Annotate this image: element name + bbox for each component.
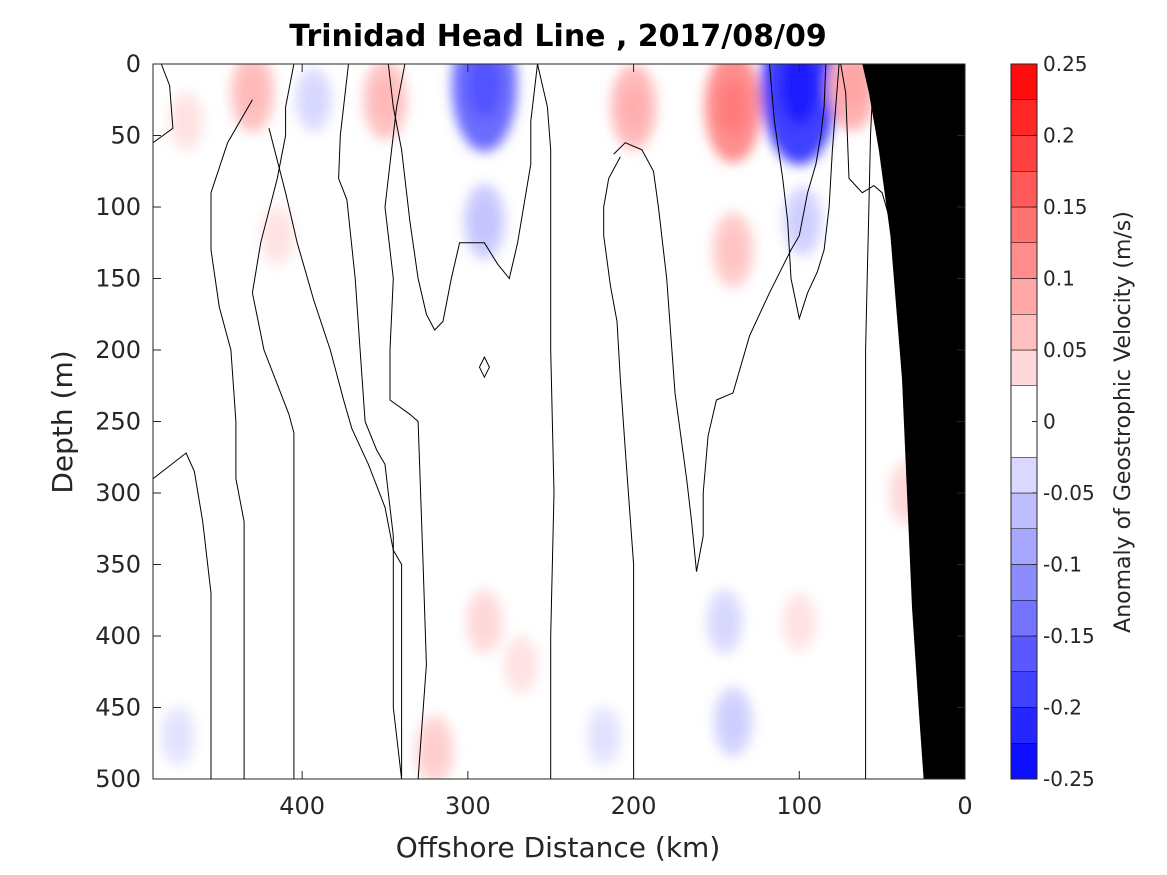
x-tick-label-400: 400 xyxy=(279,792,325,820)
bathymetry-shelf xyxy=(862,64,965,779)
zero-contour-line-7 xyxy=(387,64,538,331)
anomaly-core-inner-15 xyxy=(475,605,494,638)
x-tick-label-0: 0 xyxy=(957,792,972,820)
colorbar: 0.25 0.2 0.15 0.1 0.05 0 -0.05 -0.1 -0.15 -0.2 -0.… xyxy=(1010,52,1095,791)
anomaly-core-inner-5 xyxy=(468,64,501,119)
colorbar-band-17 xyxy=(1010,99,1038,136)
colorbar-band-1 xyxy=(1010,707,1038,744)
colorbar-band-15 xyxy=(1010,171,1038,208)
y-tick-label-0: 0 xyxy=(126,50,141,78)
colorbar-band-12 xyxy=(1010,278,1038,315)
colorbar-band-5 xyxy=(1010,564,1038,601)
y-axis-ticks: 0 50 100 150 200 250 300 350 400 450 500 xyxy=(95,50,965,793)
x-axis-label: Offshore Distance (km) xyxy=(396,831,721,864)
anomaly-core-inner-11 xyxy=(792,203,813,239)
x-tick-label-200: 200 xyxy=(611,792,657,820)
anomaly-core-inner-6 xyxy=(474,202,495,241)
anomaly-core-inner-17 xyxy=(512,649,530,680)
colorbar-band-6 xyxy=(1010,528,1038,565)
x-axis-ticks: 400 300 200 100 0 xyxy=(279,64,973,820)
y-tick-label-350: 350 xyxy=(95,551,141,579)
colorbar-band-16 xyxy=(1010,135,1038,172)
anomaly-core-inner-0 xyxy=(177,106,195,137)
colorbar-tick-label-4: 0.05 xyxy=(1043,338,1088,362)
zero-contour-line-13 xyxy=(865,64,875,779)
zero-contour-line-9 xyxy=(603,156,635,779)
anomaly-core-inner-20 xyxy=(723,704,743,740)
colorbar-band-18 xyxy=(1010,63,1038,100)
y-axis-label: Depth (m) xyxy=(46,350,79,493)
x-tick-label-100: 100 xyxy=(776,792,822,820)
y-tick-label-50: 50 xyxy=(110,122,141,150)
colorbar-ticks: 0.25 0.2 0.15 0.1 0.05 0 -0.05 -0.1 -0.15 -0.2 -0.… xyxy=(1032,52,1095,791)
colorbar-band-14 xyxy=(1010,206,1038,243)
colorbar-tick-label-0: 0.25 xyxy=(1043,52,1088,76)
colorbar-band-11 xyxy=(1010,314,1038,351)
colorbar-tick-label-8: -0.15 xyxy=(1043,624,1095,648)
anomaly-core-inner-10 xyxy=(780,64,819,126)
anomaly-core-inner-19 xyxy=(715,605,734,638)
colorbar-bands xyxy=(1010,63,1038,780)
zero-contour-line-1 xyxy=(210,99,253,779)
y-tick-label-200: 200 xyxy=(95,336,141,364)
zero-contour-line-5 xyxy=(338,64,403,779)
colorbar-band-4 xyxy=(1010,600,1038,637)
colorbar-label: Anomaly of Geostrophic Velocity (m/s) xyxy=(1111,211,1136,633)
colorbar-band-0 xyxy=(1010,743,1038,780)
zero-contour-line-0 xyxy=(153,64,174,144)
colorbar-tick-label-7: -0.1 xyxy=(1043,553,1082,577)
anomaly-core-inner-8 xyxy=(718,79,748,135)
colorbar-tick-label-9: -0.2 xyxy=(1043,696,1082,720)
colorbar-band-2 xyxy=(1010,671,1038,708)
colorbar-tick-label-5: 0 xyxy=(1043,410,1056,434)
anomaly-core-inner-9 xyxy=(722,231,744,269)
colorbar-tick-label-10: -0.25 xyxy=(1043,767,1095,791)
zero-contour-line-4 xyxy=(251,64,295,779)
colorbar-band-7 xyxy=(1010,492,1038,529)
colorbar-band-10 xyxy=(1010,349,1038,386)
anomaly-core-inner-7 xyxy=(622,85,645,129)
colorbar-tick-label-3: 0.1 xyxy=(1043,267,1075,291)
zero-contour-line-10 xyxy=(613,64,827,572)
anomaly-core-inner-1 xyxy=(241,72,264,113)
y-tick-label-400: 400 xyxy=(95,622,141,650)
colorbar-tick-label-6: -0.05 xyxy=(1043,481,1095,505)
colorbar-band-3 xyxy=(1010,635,1038,672)
colorbar-tick-label-2: 0.15 xyxy=(1043,195,1088,219)
colorbar-tick-label-1: 0.2 xyxy=(1043,124,1075,148)
zero-contour-line-6 xyxy=(384,64,427,779)
zero-contour-line-11 xyxy=(769,64,840,321)
colorbar-band-8 xyxy=(1010,457,1038,494)
plot-background xyxy=(153,64,965,779)
anomaly-core-inner-3 xyxy=(268,220,286,251)
anomaly-core-inner-21 xyxy=(790,606,808,637)
zero-contour-line-3 xyxy=(153,452,212,779)
anomaly-core-inner-16 xyxy=(424,732,445,768)
y-tick-label-300: 300 xyxy=(95,479,141,507)
zero-contour-island xyxy=(478,356,490,379)
y-tick-label-150: 150 xyxy=(95,265,141,293)
zero-contour-line-8 xyxy=(537,64,555,779)
anomaly-core-inner-18 xyxy=(595,721,613,751)
chart-title: Trinidad Head Line , 2017/08/09 xyxy=(289,19,826,54)
y-tick-label-250: 250 xyxy=(95,408,141,436)
anomaly-core-inner-4 xyxy=(374,79,396,120)
anomaly-core-inner-23 xyxy=(169,721,187,751)
plot-area xyxy=(153,64,965,779)
y-tick-label-500: 500 xyxy=(95,765,141,793)
x-tick-label-300: 300 xyxy=(445,792,491,820)
y-tick-label-450: 450 xyxy=(95,694,141,722)
y-tick-label-100: 100 xyxy=(95,193,141,221)
colorbar-band-13 xyxy=(1010,242,1038,279)
anomaly-core-inner-2 xyxy=(304,83,323,116)
